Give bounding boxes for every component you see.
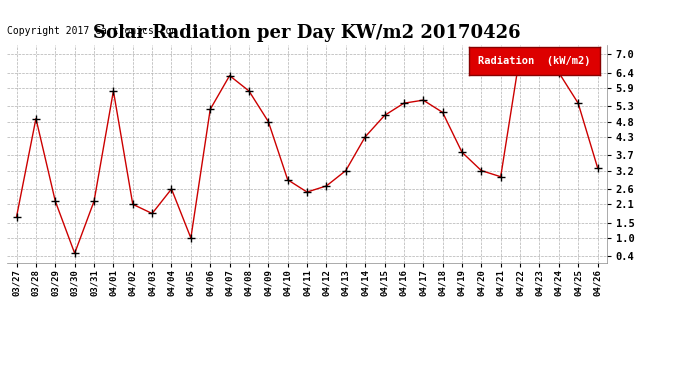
Point <box>69 250 80 256</box>
Point <box>495 174 506 180</box>
Point <box>476 168 487 174</box>
Point <box>417 97 428 103</box>
Point <box>457 149 468 155</box>
Point <box>88 198 99 204</box>
Point <box>11 213 22 219</box>
Title: Solar Radiation per Day KW/m2 20170426: Solar Radiation per Day KW/m2 20170426 <box>93 24 521 42</box>
Point <box>166 186 177 192</box>
Point <box>437 110 448 116</box>
Point <box>359 134 371 140</box>
Point <box>398 100 409 106</box>
Point <box>186 235 197 241</box>
Point <box>205 106 216 112</box>
Text: Radiation  (kW/m2): Radiation (kW/m2) <box>478 56 591 66</box>
Point <box>321 183 332 189</box>
Point <box>534 54 545 60</box>
Point <box>127 201 138 207</box>
Point <box>573 100 584 106</box>
Text: Copyright 2017 Cartronics.com: Copyright 2017 Cartronics.com <box>7 26 177 36</box>
Point <box>50 198 61 204</box>
Point <box>263 118 274 124</box>
Point <box>515 51 526 57</box>
Point <box>244 88 255 94</box>
Point <box>108 88 119 94</box>
Point <box>592 165 603 171</box>
Point <box>553 70 564 76</box>
Point <box>379 112 390 118</box>
Point <box>30 116 41 122</box>
Point <box>340 168 351 174</box>
Point <box>146 210 157 216</box>
Point <box>302 189 313 195</box>
Point <box>224 73 235 79</box>
Point <box>282 177 293 183</box>
